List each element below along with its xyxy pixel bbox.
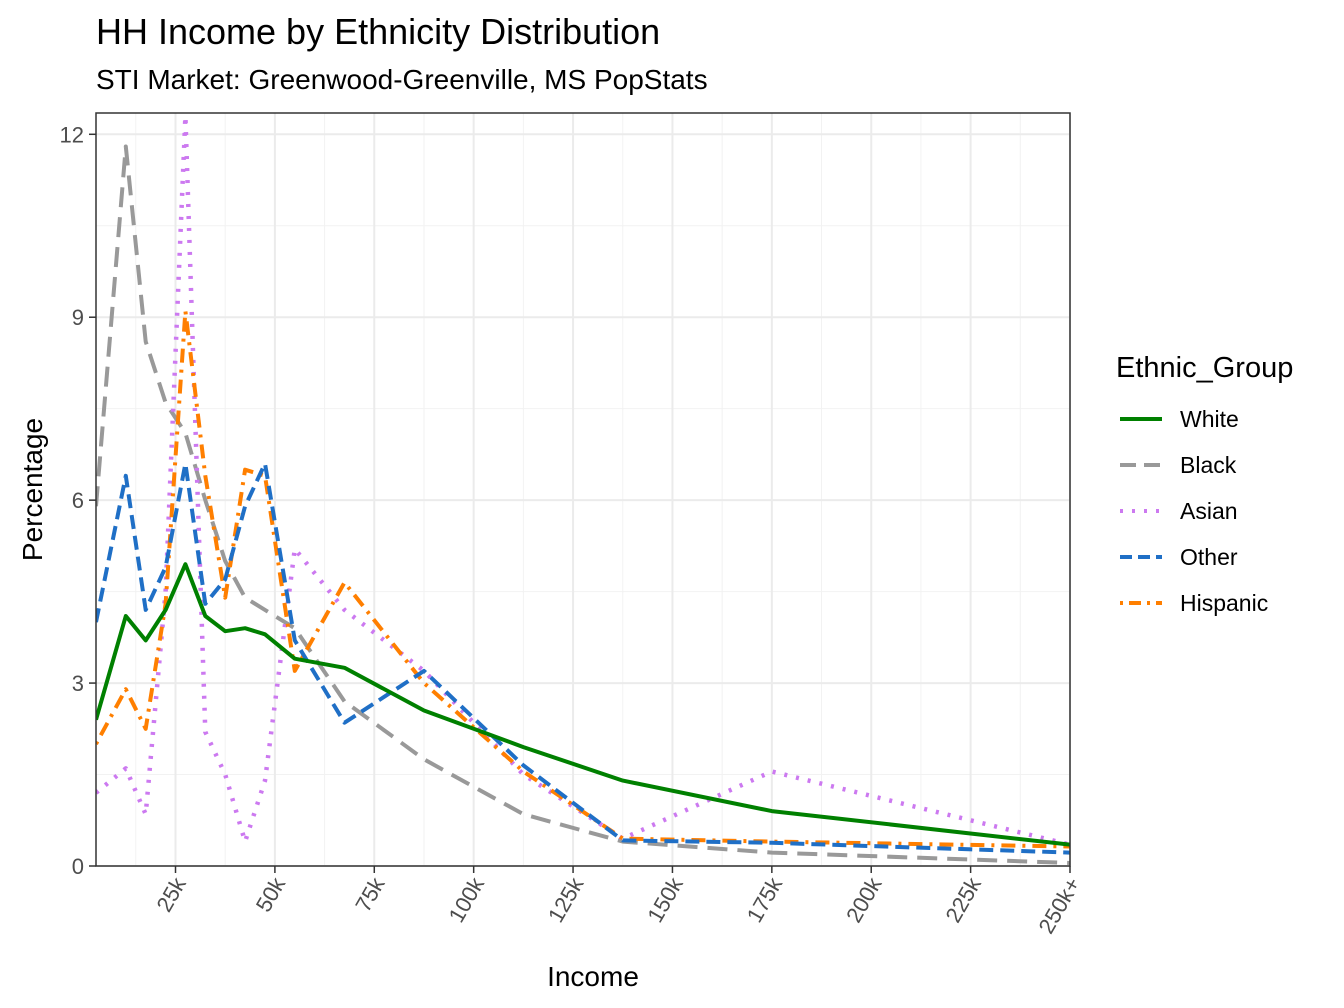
y-tick-label: 3 [72,671,84,696]
x-tick-label: 250k+ [1033,873,1085,938]
legend-label: Other [1180,543,1238,570]
series-line-black [96,144,1070,865]
x-tick-label: 150k [642,872,688,927]
x-tick-label: 225k [940,872,986,927]
y-tick-label: 9 [72,305,84,330]
legend-item-other: Other [1116,534,1293,580]
y-axis-label: Percentage [17,418,48,561]
legend-key-asian [1120,509,1162,513]
legend-label: Asian [1180,497,1238,524]
plot-panel [96,113,1070,866]
legend: Ethnic_Group White Black Asian Other Hispani… [1116,348,1293,626]
x-tick-label: 75k [350,872,390,916]
legend-key-hispanic [1120,601,1162,605]
x-tick-label: 25k [151,872,191,916]
x-tick-label: 50k [251,872,291,916]
x-tick-label: 200k [841,872,887,927]
chart-title: HH Income by Ethnicity Distribution [96,11,661,52]
y-tick-label: 12 [60,122,84,147]
x-tick-label: 125k [543,872,589,927]
legend-key-black [1120,463,1162,467]
legend-item-white: White [1116,396,1293,442]
legend-item-black: Black [1116,442,1293,488]
x-tick-label: 100k [444,872,490,927]
series-line-white [96,562,1070,847]
legend-label: Black [1180,451,1237,478]
series-line-hispanic [96,309,1070,849]
chart-subtitle: STI Market: Greenwood-Greenville, MS Pop… [96,64,708,95]
legend-label: Hispanic [1180,589,1269,616]
y-tick-label: 0 [72,854,84,879]
legend-key-other [1120,555,1162,559]
legend-item-asian: Asian [1116,488,1293,534]
legend-item-hispanic: Hispanic [1116,580,1293,626]
x-tick-label: 175k [742,872,788,927]
x-axis-label: Income [547,961,639,992]
legend-title: Ethnic_Group [1116,352,1294,384]
legend-key-white [1120,417,1162,421]
series-line-other [96,461,1070,855]
y-tick-label: 6 [72,488,84,513]
legend-label: White [1180,405,1239,432]
plot-border [95,112,1071,867]
